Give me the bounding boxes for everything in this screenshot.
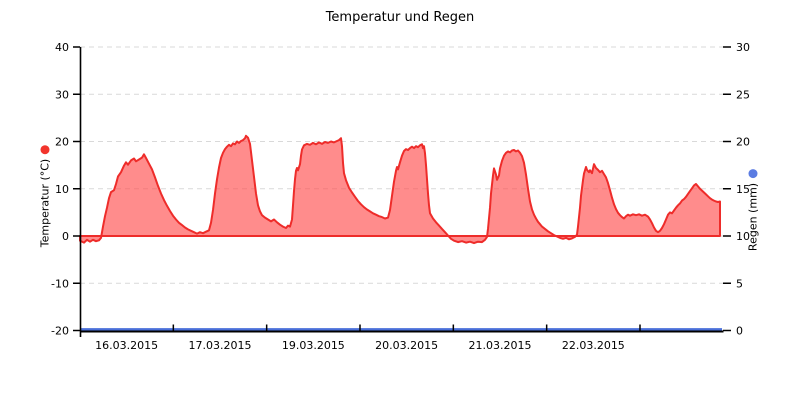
x-tick-label: 19.03.2015 [282,339,345,352]
y-left-tick-label: -10 [51,277,69,290]
y-right-tick-label: 5 [736,277,743,290]
x-tick-label: 20.03.2015 [375,339,438,352]
y-left-tick-label: 20 [55,136,69,149]
y-left-tick-label: -20 [51,325,69,338]
x-tick-label: 16.03.2015 [95,339,158,352]
y-right-tick-label: 20 [736,136,750,149]
y-right-tick-label: 10 [736,230,750,243]
y-left-tick-label: 0 [62,230,69,243]
y-right-tick-label: 30 [736,41,750,54]
chart-title: Temperatur und Regen [325,10,475,25]
y-right-tick-label: 25 [736,88,750,101]
y-left-tick-label: 40 [55,41,69,54]
x-tick-label: 21.03.2015 [469,339,532,352]
y-left-tick-label: 10 [55,183,69,196]
y-left-tick-label: 30 [55,88,69,101]
temperature-area-series [79,134,721,245]
x-tick-label: 17.03.2015 [189,339,252,352]
y-right-tick-label: 15 [736,183,750,196]
x-tick-label: 22.03.2015 [562,339,625,352]
y-right-tick-label: 0 [736,325,743,338]
